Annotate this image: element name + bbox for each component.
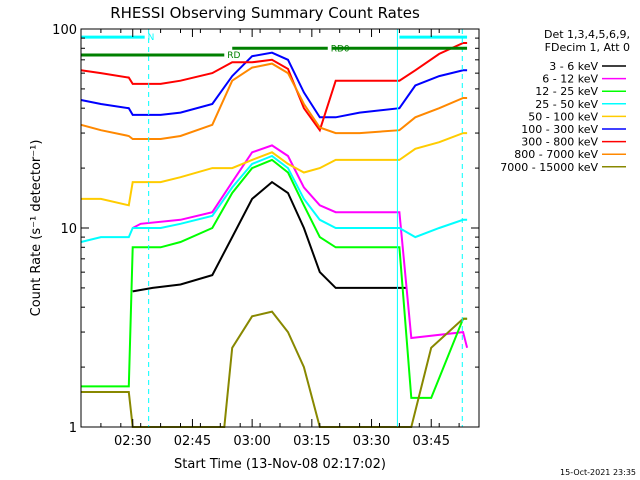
- series-line-3: [81, 158, 468, 399]
- plot-overlay-group: NRD0RD: [81, 29, 468, 427]
- plot-data-group: [80, 42, 469, 428]
- legend-label-5: 50 - 100 keV: [528, 110, 598, 123]
- y-tick-label-3: 100: [52, 23, 77, 38]
- chart-title: RHESSI Observing Summary Count Rates: [110, 4, 420, 22]
- series-line-4: [80, 154, 468, 243]
- series-line-5: [81, 132, 468, 207]
- x-tick-label-5: 03:30: [353, 434, 390, 449]
- series-line-1: [132, 180, 408, 293]
- x-tick-label-6: 03:45: [413, 434, 450, 449]
- series-line-9: [81, 310, 468, 428]
- x-tick-label-1: 02:30: [114, 434, 151, 449]
- legend-header-line-2: FDecim 1, Att 0: [545, 41, 630, 54]
- legend: Det 1,3,4,5,6,9, FDecim 1, Att 0 3 - 6 k…: [500, 28, 630, 174]
- series-line-8: [80, 62, 468, 140]
- y-tick-label-2: 10: [60, 222, 77, 237]
- legend-label-1: 3 - 6 keV: [549, 60, 598, 73]
- legend-label-9: 7000 - 15000 keV: [500, 161, 598, 174]
- x-axis-label: Start Time (13-Nov-08 02:17:02): [174, 457, 386, 472]
- legend-label-4: 25 - 50 keV: [535, 98, 598, 111]
- series-line-7: [80, 42, 468, 133]
- annotation-label-3: RD: [227, 51, 240, 61]
- series-line-6: [80, 51, 468, 119]
- series-line-2: [132, 144, 469, 349]
- x-tick-label-2: 02:45: [174, 434, 211, 449]
- legend-label-8: 800 - 7000 keV: [514, 148, 598, 161]
- legend-label-7: 300 - 800 keV: [521, 136, 598, 149]
- x-tick-label-4: 03:15: [293, 434, 330, 449]
- legend-label-6: 100 - 300 keV: [521, 123, 598, 136]
- legend-header-line-1: Det 1,3,4,5,6,9,: [544, 28, 630, 41]
- legend-label-3: 12 - 25 keV: [535, 85, 598, 98]
- y-tick-label-1: 1: [69, 421, 77, 436]
- legend-label-2: 6 - 12 keV: [542, 73, 598, 86]
- x-tick-label-3: 03:00: [233, 434, 270, 449]
- y-axis: 1 10 100: [52, 23, 479, 436]
- x-axis: 02:30 02:45 03:00 03:15 03:30 03:45: [80, 29, 480, 449]
- y-axis-label: Count Rate (s⁻¹ detector⁻¹): [29, 140, 44, 317]
- annotation-label-1: N: [148, 33, 155, 43]
- footer-date: 15-Oct-2021 23:35: [560, 468, 636, 477]
